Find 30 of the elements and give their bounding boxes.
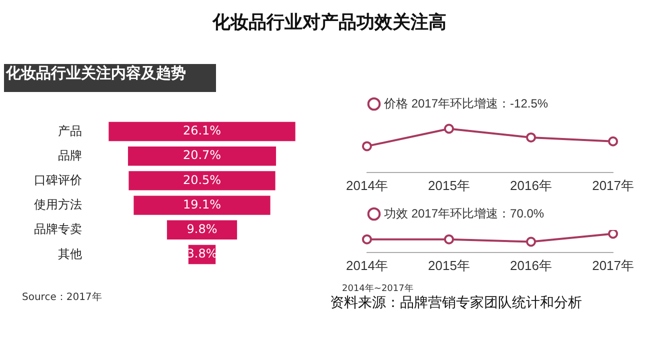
- x-tick-label: 2017年: [592, 178, 634, 193]
- point: [444, 124, 454, 134]
- category-label: 其他: [58, 246, 82, 261]
- category-label: 品牌: [58, 148, 82, 162]
- point: [526, 132, 536, 142]
- category-label: 口碑评价: [34, 173, 82, 188]
- x-tick-label: 2015年: [428, 178, 470, 193]
- category-label: 产品: [58, 124, 82, 138]
- x-tick-label: 2014年: [346, 178, 388, 193]
- text: 资料来源：品牌营销专家团队统计和分析: [330, 294, 582, 312]
- data-label: 20.7%: [182, 148, 222, 162]
- point: [362, 141, 372, 152]
- x-tick-label: 2017年: [592, 258, 634, 273]
- legend-label: 价格 2017年环比增速：-12.5%: [383, 96, 548, 110]
- point: [608, 136, 618, 146]
- text: 化妆品行业关注内容及趋势: [4, 64, 216, 92]
- data-label: 9.8%: [186, 222, 218, 236]
- data-label: 20.5%: [182, 172, 222, 187]
- source-note: Source：2017年: [22, 291, 102, 304]
- data-label: 19.1%: [182, 197, 222, 212]
- category-label: 品牌专卖: [34, 222, 82, 236]
- data-label: 26.1%: [182, 124, 222, 138]
- text: 2014年~2017年: [342, 282, 414, 295]
- x-tick-label: 2016年: [510, 178, 552, 193]
- x-tick-label: 2016年: [510, 258, 552, 273]
- text: 化妆品行业对产品功效关注高: [211, 11, 448, 34]
- category-label: 使用方法: [34, 198, 82, 212]
- x-tick-label: 2014年: [346, 258, 388, 273]
- x-tick-label: 2015年: [428, 258, 470, 273]
- legend-label: 功效 2017年环比增速：70.0%: [384, 206, 544, 220]
